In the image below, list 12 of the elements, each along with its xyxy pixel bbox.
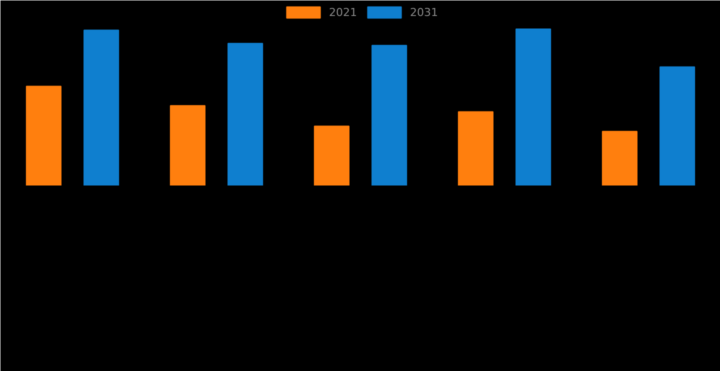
bar <box>228 42 264 186</box>
bar <box>26 86 62 186</box>
bar <box>170 105 206 186</box>
bar <box>458 111 494 186</box>
bar <box>314 126 350 186</box>
bar <box>516 28 552 186</box>
bar <box>372 44 408 186</box>
bar <box>602 130 638 186</box>
bar <box>660 66 696 186</box>
legend-label: 2021 <box>329 6 357 18</box>
legend-label: 2031 <box>410 6 438 18</box>
bar <box>84 30 120 186</box>
